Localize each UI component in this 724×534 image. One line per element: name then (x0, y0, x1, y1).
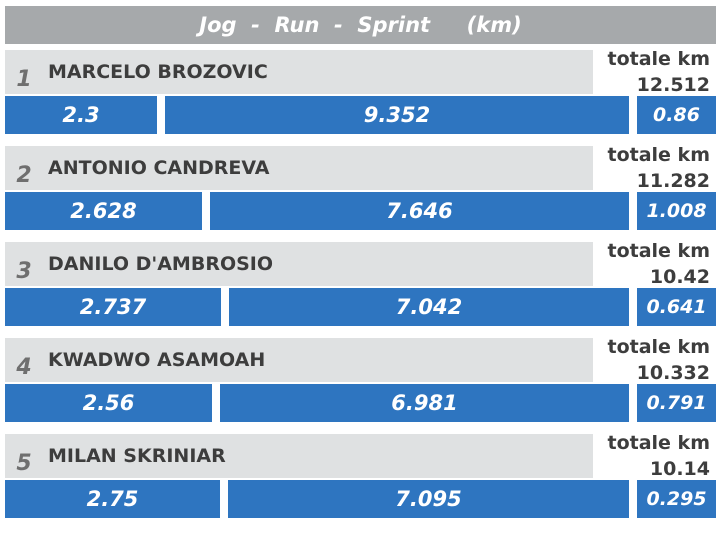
player-rank: 5 (5, 434, 43, 478)
total-label: totale km (607, 240, 711, 262)
player-rank: 3 (5, 242, 43, 286)
run-bar: 7.095 (228, 480, 629, 518)
run-bar: 6.981 (220, 384, 629, 422)
total-value: 11.282 (636, 170, 710, 192)
run-bar: 9.352 (165, 96, 629, 134)
player-rank: 2 (5, 146, 43, 190)
sprint-bar: 0.86 (637, 96, 716, 134)
sprint-bar: 0.791 (637, 384, 716, 422)
total-label: totale km (607, 48, 711, 70)
jog-bar: 2.3 (5, 96, 157, 134)
run-bar: 7.646 (210, 192, 629, 230)
total-label: totale km (607, 336, 711, 358)
total-label: totale km (607, 432, 711, 454)
player-name: MILAN SKRINIAR (43, 434, 593, 478)
player-rank: 4 (5, 338, 43, 382)
player-row: 1 MARCELO BROZOVIC totale km 12.512 2.3 9.352… (0, 44, 724, 140)
player-name: MARCELO BROZOVIC (43, 50, 593, 94)
player-name: KWADWO ASAMOAH (43, 338, 593, 382)
chart-title: Jog - Run - Sprint (km) (5, 6, 716, 44)
total-value: 12.512 (636, 74, 710, 96)
chart-title-text: Jog - Run - Sprint (km) (199, 13, 522, 37)
sprint-bar: 0.295 (637, 480, 716, 518)
run-bar: 7.042 (229, 288, 629, 326)
total-value: 10.42 (649, 266, 710, 288)
total-value: 10.14 (649, 458, 710, 480)
sprint-bar: 1.008 (637, 192, 716, 230)
total-label: totale km (607, 144, 711, 166)
sprint-bar: 0.641 (637, 288, 716, 326)
player-row: 2 ANTONIO CANDREVA totale km 11.282 2.628 7.6… (0, 140, 724, 236)
jog-bar: 2.737 (5, 288, 221, 326)
player-row: 3 DANILO D'AMBROSIO totale km 10.42 2.737 7.0… (0, 236, 724, 332)
player-name: ANTONIO CANDREVA (43, 146, 593, 190)
total-value: 10.332 (636, 362, 710, 384)
player-row: 5 MILAN SKRINIAR totale km 10.14 2.75 7.095 0.… (0, 428, 724, 524)
jog-bar: 2.628 (5, 192, 202, 230)
player-rank: 1 (5, 50, 43, 94)
jog-bar: 2.75 (5, 480, 220, 518)
jog-bar: 2.56 (5, 384, 212, 422)
player-row: 4 KWADWO ASAMOAH totale km 10.332 2.56 6.981 0… (0, 332, 724, 428)
player-name: DANILO D'AMBROSIO (43, 242, 593, 286)
